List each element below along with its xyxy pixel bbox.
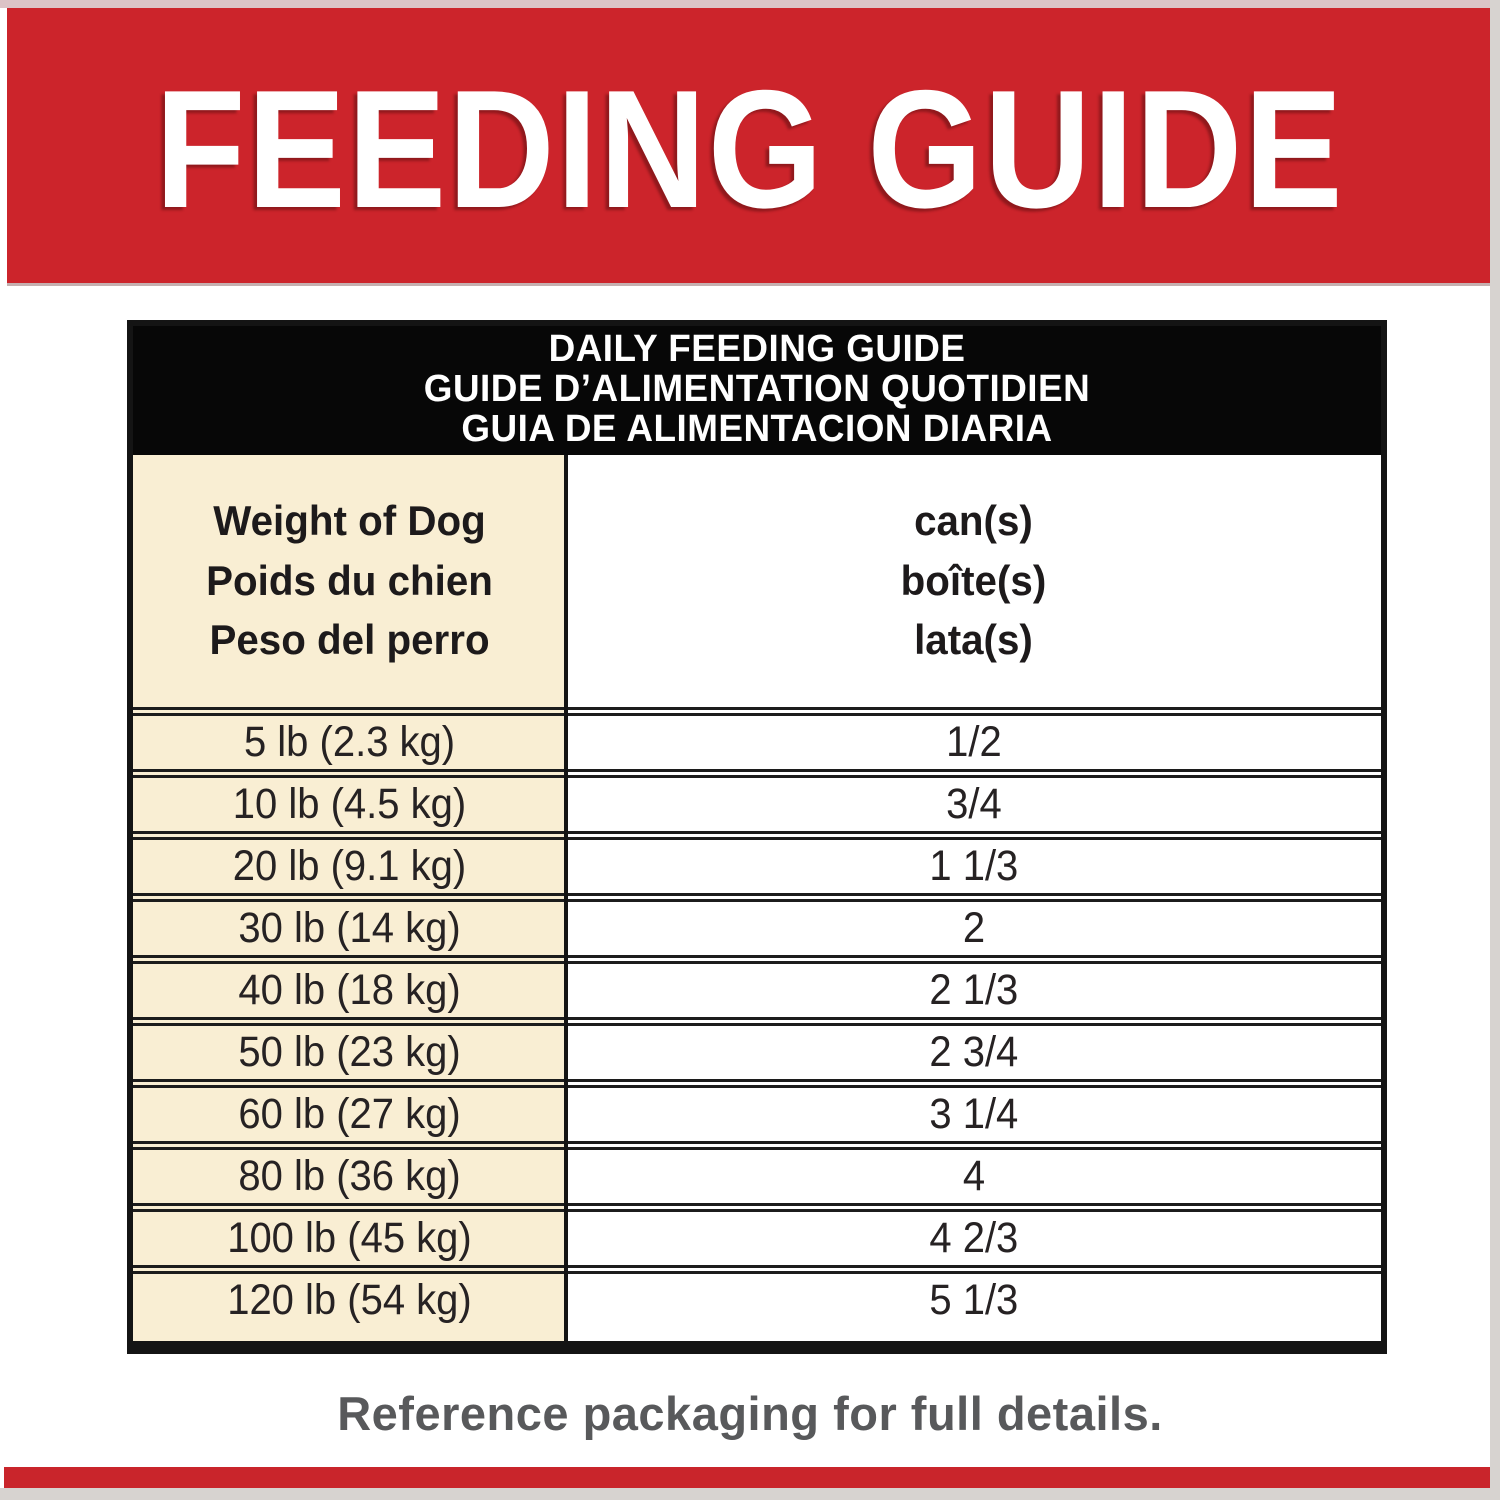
cans-cell: 3/4 xyxy=(566,777,1381,831)
cans-cell: 1/2 xyxy=(566,715,1381,769)
table-title-line-es: GUIA DE ALIMENTACION DIARIA xyxy=(461,407,1053,450)
cans-cell: 4 xyxy=(566,1149,1381,1203)
weight-value: 5 lb (2.3 kg) xyxy=(243,717,456,766)
cans-value: 2 1/3 xyxy=(929,965,1018,1014)
table-row: 60 lb (27 kg) 3 1/4 xyxy=(133,1087,1381,1141)
table-row: 5 lb (2.3 kg) 1/2 xyxy=(133,715,1381,769)
cans-value: 3/4 xyxy=(945,779,1002,828)
row-separator xyxy=(133,1016,1381,1026)
weight-value: 50 lb (23 kg) xyxy=(238,1027,461,1076)
cans-cell: 2 xyxy=(566,901,1381,955)
cans-value: 1 1/3 xyxy=(929,841,1018,890)
weight-value: 80 lb (36 kg) xyxy=(238,1151,461,1200)
cans-cell: 4 2/3 xyxy=(566,1211,1381,1265)
table-row: 10 lb (4.5 kg) 3/4 xyxy=(133,777,1381,831)
table-rows: 5 lb (2.3 kg) 1/2 10 lb (4.5 kg) 3/4 20 lb (… xyxy=(133,706,1381,1327)
cans-cell: 2 3/4 xyxy=(566,1025,1381,1079)
weight-value: 100 lb (45 kg) xyxy=(227,1213,472,1262)
table-row: 100 lb (45 kg) 4 2/3 xyxy=(133,1211,1381,1265)
weight-value: 60 lb (27 kg) xyxy=(238,1089,461,1138)
cans-cell: 5 1/3 xyxy=(566,1273,1381,1327)
daily-feeding-guide-table: DAILY FEEDING GUIDE GUIDE D’ALIMENTATION… xyxy=(127,320,1387,1354)
weight-value: 30 lb (14 kg) xyxy=(238,903,461,952)
row-separator xyxy=(133,1202,1381,1212)
bottom-red-strip xyxy=(4,1467,1500,1488)
weight-cell: 10 lb (4.5 kg) xyxy=(133,777,567,831)
weight-value: 40 lb (18 kg) xyxy=(238,965,461,1014)
weight-value: 10 lb (4.5 kg) xyxy=(232,779,467,828)
cans-value: 4 2/3 xyxy=(929,1213,1018,1262)
table-row: 40 lb (18 kg) 2 1/3 xyxy=(133,963,1381,1017)
table-row: 50 lb (23 kg) 2 3/4 xyxy=(133,1025,1381,1079)
row-separator xyxy=(133,706,1381,716)
row-separator xyxy=(133,892,1381,902)
cans-value: 1/2 xyxy=(945,717,1002,766)
table-row: 80 lb (36 kg) 4 xyxy=(133,1149,1381,1203)
cans-column-header: can(s) boîte(s) lata(s) xyxy=(566,491,1381,670)
cans-value: 2 3/4 xyxy=(929,1027,1018,1076)
top-edge-strip xyxy=(0,0,1500,8)
weight-cell: 60 lb (27 kg) xyxy=(133,1087,567,1141)
weight-cell: 20 lb (9.1 kg) xyxy=(133,839,567,893)
weight-cell: 100 lb (45 kg) xyxy=(133,1211,567,1265)
weight-value: 120 lb (54 kg) xyxy=(227,1275,472,1324)
table-body: Weight of Dog Poids du chien Peso del pe… xyxy=(133,454,1381,1341)
cans-cell: 3 1/4 xyxy=(566,1087,1381,1141)
bottom-edge-strip xyxy=(0,1488,1500,1500)
table-row: 30 lb (14 kg) 2 xyxy=(133,901,1381,955)
weight-cell: 120 lb (54 kg) xyxy=(133,1273,567,1327)
table-row: 120 lb (54 kg) 5 1/3 xyxy=(133,1273,1381,1327)
weight-value: 20 lb (9.1 kg) xyxy=(232,841,467,890)
column-divider xyxy=(564,454,569,1341)
table-title-line-fr: GUIDE D’ALIMENTATION QUOTIDIEN xyxy=(423,367,1091,410)
weight-cell: 50 lb (23 kg) xyxy=(133,1025,567,1079)
weight-header-fr: Poids du chien xyxy=(206,556,493,604)
weight-cell: 5 lb (2.3 kg) xyxy=(133,715,567,769)
cans-header-en: can(s) xyxy=(914,497,1033,545)
table-title: DAILY FEEDING GUIDE GUIDE D’ALIMENTATION… xyxy=(133,326,1381,455)
cans-header-fr: boîte(s) xyxy=(900,556,1047,604)
weight-cell: 80 lb (36 kg) xyxy=(133,1149,567,1203)
table-row: 20 lb (9.1 kg) 1 1/3 xyxy=(133,839,1381,893)
table-header-row: Weight of Dog Poids du chien Peso del pe… xyxy=(133,455,1381,707)
cans-value: 3 1/4 xyxy=(929,1089,1018,1138)
weight-cell: 40 lb (18 kg) xyxy=(133,963,567,1017)
cans-value: 2 xyxy=(962,903,985,952)
row-separator xyxy=(133,768,1381,778)
weight-cell: 30 lb (14 kg) xyxy=(133,901,567,955)
right-edge-strip xyxy=(1490,0,1500,1500)
table-title-line-en: DAILY FEEDING GUIDE xyxy=(548,328,966,370)
feeding-guide-banner: FEEDING GUIDE xyxy=(7,8,1492,283)
row-separator xyxy=(133,1140,1381,1150)
weight-header-en: Weight of Dog xyxy=(213,497,486,545)
row-separator xyxy=(133,1078,1381,1088)
row-separator xyxy=(133,830,1381,840)
row-separator xyxy=(133,1264,1381,1274)
weight-column-header: Weight of Dog Poids du chien Peso del pe… xyxy=(133,491,566,670)
cans-value: 5 1/3 xyxy=(929,1275,1018,1324)
cans-value: 4 xyxy=(962,1151,985,1200)
cans-cell: 1 1/3 xyxy=(566,839,1381,893)
footer-note: Reference packaging for full details. xyxy=(337,1387,1163,1440)
cans-header-es: lata(s) xyxy=(914,616,1033,664)
weight-header-es: Peso del perro xyxy=(209,616,490,664)
cans-cell: 2 1/3 xyxy=(566,963,1381,1017)
banner-title: FEEDING GUIDE xyxy=(154,54,1345,243)
row-separator xyxy=(133,954,1381,964)
